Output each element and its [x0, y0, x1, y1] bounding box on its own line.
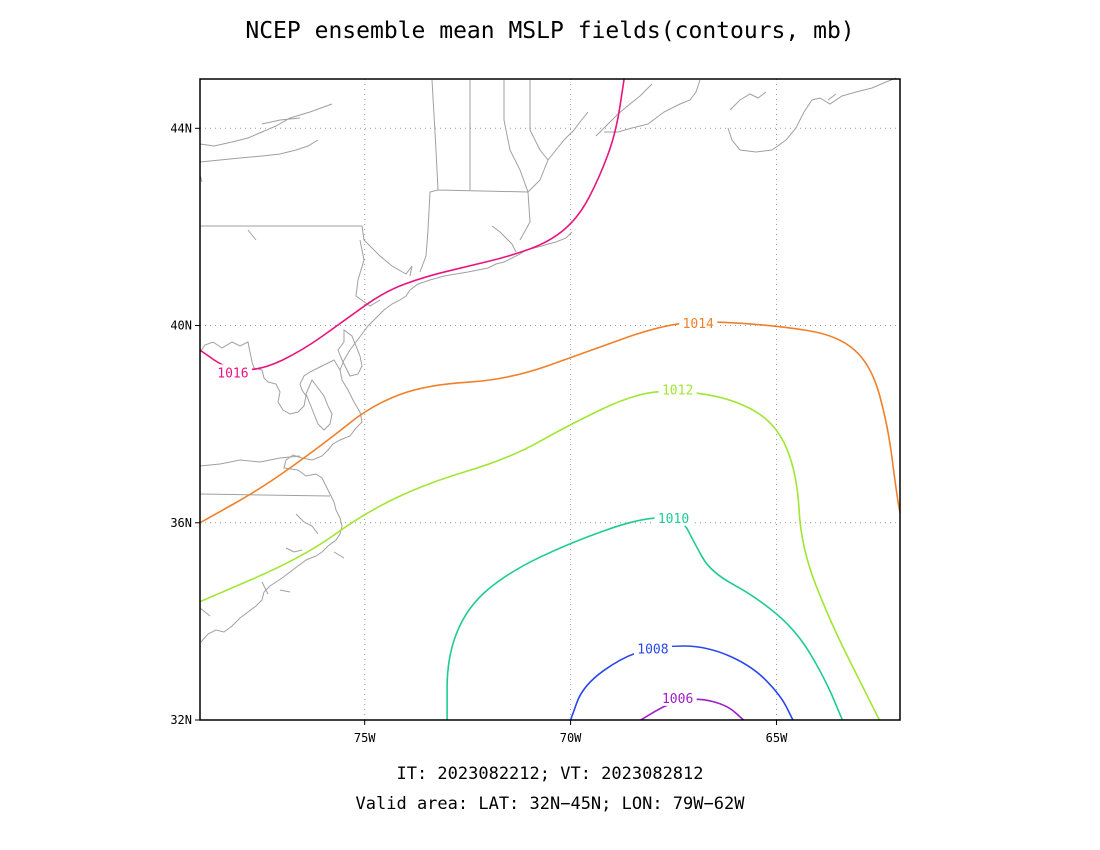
isobar-label-bg-1006	[658, 689, 697, 706]
isobar-label-bg-1012	[658, 381, 697, 398]
isobar-label-1010: 1010	[658, 512, 689, 527]
isobar-1016	[200, 79, 625, 371]
lon-tick-label: 75W	[354, 731, 376, 745]
isobar-1010	[446, 516, 844, 720]
isobar-label-1012: 1012	[662, 384, 693, 399]
isobar-contours: 1016 1014 1012 1010 1008 1006	[200, 79, 900, 720]
isobar-label-1014: 1014	[683, 317, 714, 332]
coastline-chesapeake	[305, 379, 333, 431]
isobar-1008	[569, 645, 794, 720]
isobar-1014	[200, 321, 900, 524]
coastline-islands	[199, 225, 517, 617]
coastline-main	[199, 341, 363, 643]
coastline-ne	[339, 231, 573, 371]
lat-tick-label: 40N	[170, 319, 192, 333]
isobar-label-bg-1016	[213, 364, 252, 381]
map-title: NCEP ensemble mean MSLP fields(contours,…	[245, 18, 855, 44]
state-borders-mid	[199, 225, 413, 497]
isobar-label-bg-1010	[654, 509, 693, 526]
lat-tick-label: 44N	[170, 121, 192, 135]
coastlines	[199, 77, 897, 643]
coastline-inner	[337, 329, 363, 377]
isobar-label-1016: 1016	[217, 366, 248, 381]
isobar-label-bg-1008	[633, 640, 672, 657]
isobar-label-1008: 1008	[637, 643, 668, 658]
grid-lines	[200, 79, 900, 720]
isobar-label-1006: 1006	[662, 692, 693, 707]
map-frame	[199, 78, 901, 721]
axis-ticks: 32N 36N 40N 44N 75W 70W 65W	[170, 121, 788, 745]
footer-times: IT: 2023082212; VT: 2023082812	[396, 764, 704, 784]
coastline-novascotia	[595, 77, 897, 153]
isobar-1012	[200, 390, 881, 720]
state-borders-ne	[419, 79, 589, 273]
lon-tick-label: 65W	[766, 731, 788, 745]
lat-tick-label: 36N	[170, 516, 192, 530]
lat-tick-label: 32N	[170, 713, 192, 727]
lon-tick-label: 70W	[560, 731, 582, 745]
coastline-canada	[199, 103, 333, 183]
isobar-label-bg-1014	[679, 315, 718, 332]
footer-valid-area: Valid area: LAT: 32N−45N; LON: 79W−62W	[355, 794, 745, 814]
